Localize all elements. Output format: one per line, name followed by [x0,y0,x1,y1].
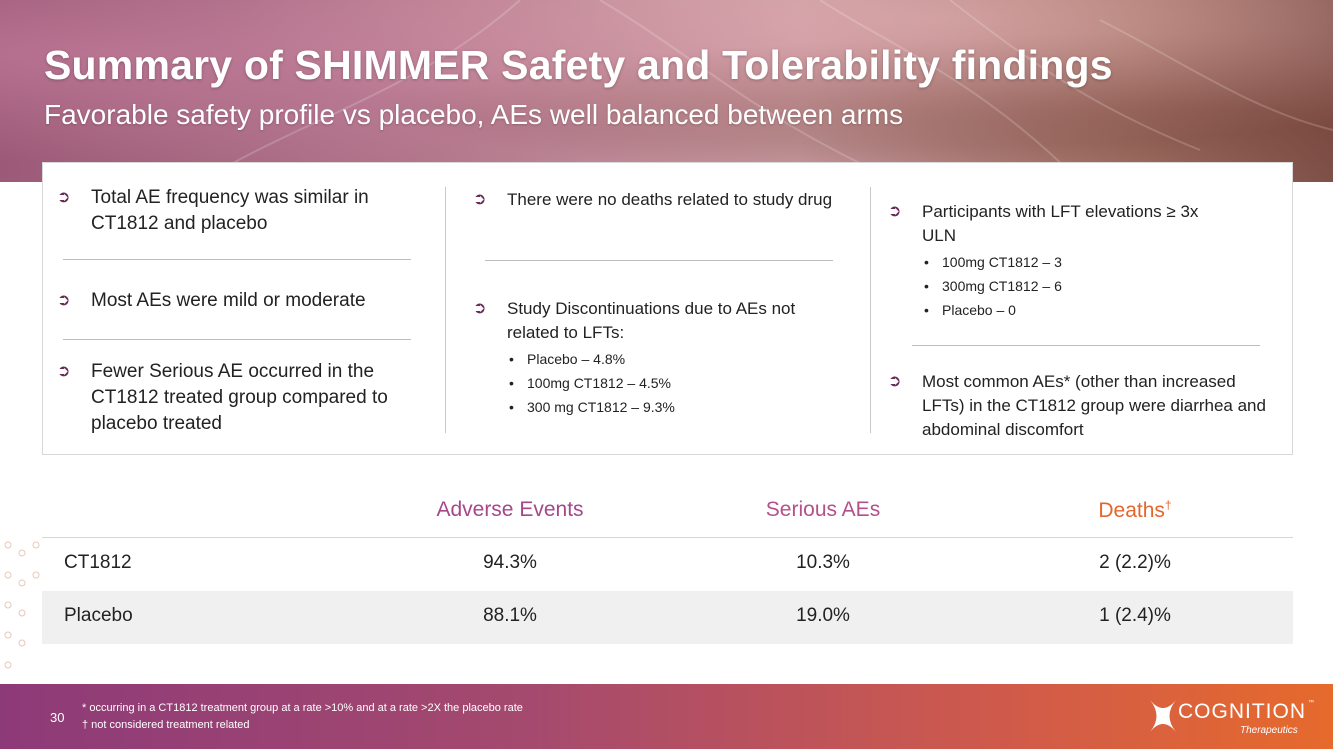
table-cell: 88.1% [483,605,537,626]
arrow-bullet-icon: ➲ [473,191,487,208]
findings-card: ➲ Total AE frequency was similar in CT18… [42,162,1293,455]
sub-list-item: 100mg CT1812 – 4.5% [507,371,833,395]
logo-wordmark: COGNITION [1178,700,1306,723]
footer-band: 30 * occurring in a CT1812 treatment gro… [0,684,1333,749]
arrow-bullet-icon: ➲ [888,373,902,390]
divider [912,345,1260,346]
finding-bullet: ➲ Total AE frequency was similar in CT18… [57,185,417,237]
sub-list: Placebo – 4.8% 100mg CT1812 – 4.5% 300 m… [473,347,833,419]
findings-column-3: ➲ Participants with LFT elevations ≥ 3x … [888,163,1278,454]
column-divider [870,187,871,433]
findings-column-2: ➲ There were no deaths related to study … [473,163,833,454]
arrow-bullet-icon: ➲ [57,189,71,206]
dagger-mark: † [1164,498,1172,512]
table-row: CT1812 94.3% 10.3% 2 (2.2)% [42,538,1293,591]
page-title: Summary of SHIMMER Safety and Tolerabili… [44,42,1113,88]
column-header-adverse-events: Adverse Events [436,498,584,521]
safety-table: Adverse Events Serious AEs Deaths† CT181… [42,490,1293,644]
logo-trademark: ™ [1308,700,1314,706]
arrow-bullet-icon: ➲ [57,363,71,380]
sub-list-item: 300 mg CT1812 – 9.3% [507,395,833,419]
finding-text: There were no deaths related to study dr… [507,190,833,209]
footnote: * occurring in a CT1812 treatment group … [82,702,523,714]
divider [63,339,411,340]
findings-column-1: ➲ Total AE frequency was similar in CT18… [57,163,417,454]
sub-list-item: Placebo – 0 [922,298,1208,322]
deaths-label: Deaths [1098,499,1165,522]
column-header-deaths: Deaths† [1005,498,1265,523]
table-header: Adverse Events Serious AEs Deaths† [42,490,1293,538]
logo-x-icon [1150,700,1176,732]
table-row: Placebo 88.1% 19.0% 1 (2.4)% [42,591,1293,644]
finding-bullet: ➲ Study Discontinuations due to AEs not … [473,297,833,419]
finding-text: Most AEs were mild or moderate [91,290,366,311]
footnote: † not considered treatment related [82,719,250,731]
row-label: Placebo [64,605,133,626]
table-cell: 1 (2.4)% [1099,605,1171,626]
table-cell: 19.0% [796,605,850,626]
logo-tagline: Therapeutics [1240,725,1298,736]
sub-list-item: Placebo – 4.8% [507,347,833,371]
finding-text: Most common AEs* (other than increased L… [922,372,1266,439]
column-header-serious-aes: Serious AEs [765,498,881,521]
arrow-bullet-icon: ➲ [57,292,71,309]
finding-bullet: ➲ Most AEs were mild or moderate [57,288,417,314]
finding-text: Fewer Serious AE occurred in the CT1812 … [91,361,388,434]
finding-text: Participants with LFT elevations ≥ 3x UL… [922,202,1199,245]
finding-bullet: ➲ There were no deaths related to study … [473,188,833,212]
sub-list-item: 100mg CT1812 – 3 [922,250,1208,274]
finding-bullet: ➲ Participants with LFT elevations ≥ 3x … [888,200,1208,322]
sub-list-item: 300mg CT1812 – 6 [922,274,1208,298]
arrow-bullet-icon: ➲ [473,300,487,317]
divider [485,260,833,261]
divider [63,259,411,260]
sub-list: 100mg CT1812 – 3 300mg CT1812 – 6 Placeb… [888,250,1208,322]
page-subtitle: Favorable safety profile vs placebo, AEs… [44,99,904,130]
finding-text: Study Discontinuations due to AEs not re… [507,299,796,342]
table-cell: 10.3% [796,552,850,573]
company-logo: COGNITION ™ Therapeutics [1148,696,1318,740]
finding-bullet: ➲ Most common AEs* (other than increased… [888,370,1278,442]
row-label: CT1812 [64,552,132,573]
banner-texture [199,0,1333,182]
finding-bullet: ➲ Fewer Serious AE occurred in the CT181… [57,359,417,437]
decorative-dots [4,541,40,669]
finding-text: Total AE frequency was similar in CT1812… [91,187,369,234]
table-cell: 94.3% [483,552,537,573]
arrow-bullet-icon: ➲ [888,203,902,220]
page-number: 30 [50,710,65,725]
column-divider [445,187,446,433]
header-banner: Summary of SHIMMER Safety and Tolerabili… [0,0,1333,182]
table-cell: 2 (2.2)% [1099,552,1171,573]
